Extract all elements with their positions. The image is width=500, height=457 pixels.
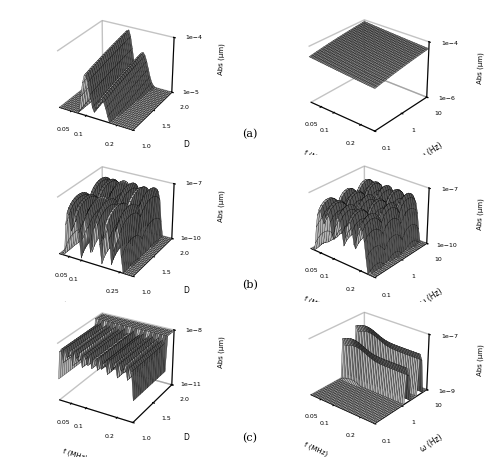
Y-axis label: ω (Hz): ω (Hz) <box>419 141 444 162</box>
Text: (a): (a) <box>242 129 258 139</box>
X-axis label: f (MHz): f (MHz) <box>304 441 329 457</box>
X-axis label: f (MHz): f (MHz) <box>62 155 88 169</box>
Y-axis label: D: D <box>184 433 190 441</box>
Y-axis label: D: D <box>184 287 190 295</box>
Y-axis label: ω (Hz): ω (Hz) <box>419 287 444 308</box>
X-axis label: f (MHz): f (MHz) <box>62 301 88 315</box>
X-axis label: f (MHz): f (MHz) <box>304 295 329 311</box>
X-axis label: f (MHz): f (MHz) <box>62 447 88 457</box>
Text: (c): (c) <box>242 433 258 443</box>
Y-axis label: D: D <box>184 140 190 149</box>
Text: (b): (b) <box>242 280 258 290</box>
X-axis label: f (MHz): f (MHz) <box>304 149 329 165</box>
Y-axis label: ω (Hz): ω (Hz) <box>419 433 444 454</box>
